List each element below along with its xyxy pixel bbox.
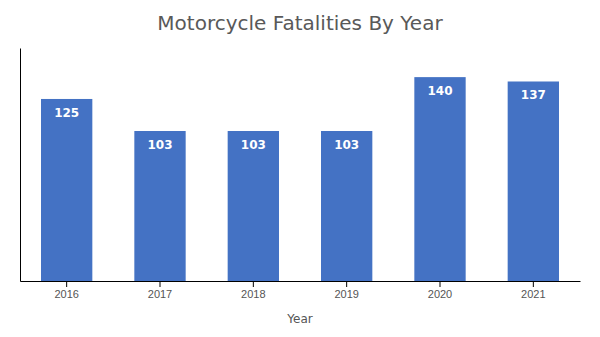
bar bbox=[41, 99, 92, 281]
x-tick: 2016 bbox=[54, 281, 78, 300]
x-tick-label: 2019 bbox=[334, 288, 358, 300]
title: Motorcycle Fatalities By Year bbox=[157, 11, 443, 35]
data-label: 137 bbox=[521, 88, 546, 102]
x-tick-label: 2020 bbox=[428, 288, 452, 300]
data-label: 140 bbox=[427, 84, 452, 98]
x-tick-mark bbox=[533, 281, 534, 287]
y-axis bbox=[20, 49, 21, 282]
bar bbox=[414, 77, 465, 281]
x-tick: 2018 bbox=[241, 281, 265, 300]
plot: 2016201720182019202020211251031031031401… bbox=[21, 49, 581, 300]
x-tick: 2017 bbox=[148, 281, 172, 300]
y-axis-line bbox=[20, 49, 21, 282]
x-tick-label: 2016 bbox=[54, 288, 78, 300]
x-tick-mark bbox=[253, 281, 254, 287]
x-tick-label: 2018 bbox=[241, 288, 265, 300]
x-axis-line bbox=[21, 281, 581, 282]
x-axis-title: Year bbox=[286, 312, 312, 326]
bars bbox=[41, 77, 559, 281]
data-label: 103 bbox=[241, 138, 266, 152]
x-tick-mark bbox=[346, 281, 347, 287]
x-tick-label: 2021 bbox=[521, 288, 545, 300]
x-tick: 2020 bbox=[428, 281, 452, 300]
data-label: 125 bbox=[54, 106, 79, 120]
data-label: 103 bbox=[334, 138, 359, 152]
x-tick-mark bbox=[440, 281, 441, 287]
x-axis: 2016 2017 2018 2019 2020 2021 bbox=[21, 281, 581, 300]
data-label: 103 bbox=[147, 138, 172, 152]
data-labels: 125 103 103 103 140 137 bbox=[54, 84, 546, 152]
bar bbox=[228, 131, 279, 281]
x-tick: 2021 bbox=[521, 281, 545, 300]
bar bbox=[134, 131, 185, 281]
chart: 2016201720182019202020211251031031031401… bbox=[0, 0, 600, 337]
x-tick-mark bbox=[160, 281, 161, 287]
x-tick: 2019 bbox=[334, 281, 358, 300]
bar bbox=[321, 131, 372, 281]
x-tick-label: 2017 bbox=[148, 288, 172, 300]
bar bbox=[508, 81, 559, 281]
x-tick-mark bbox=[66, 281, 67, 287]
